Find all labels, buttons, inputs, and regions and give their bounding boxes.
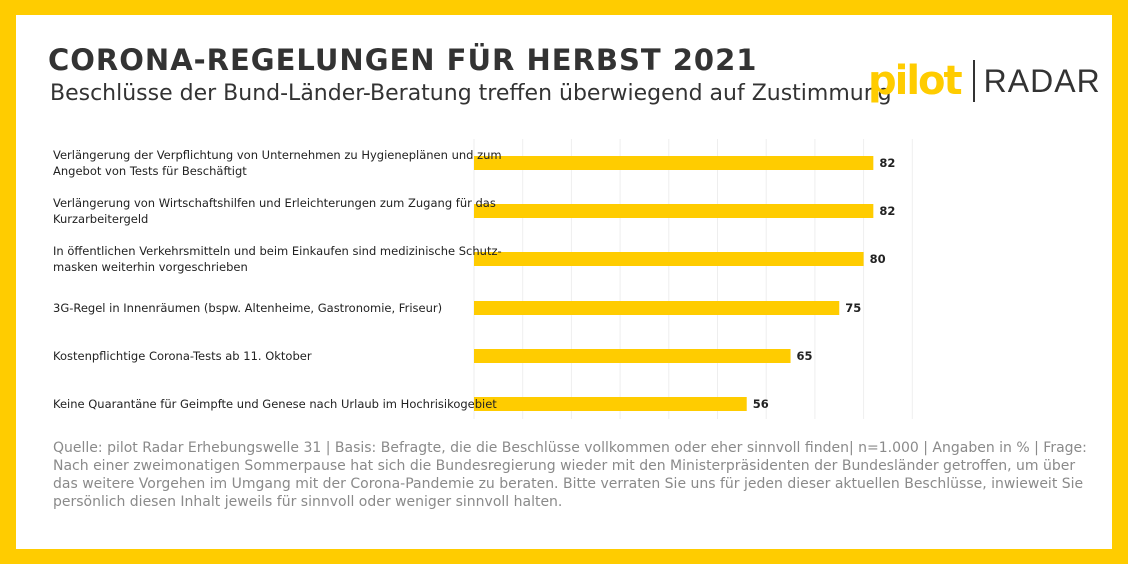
value-label-6: 56 bbox=[753, 397, 769, 411]
value-label-1: 82 bbox=[879, 156, 895, 170]
bar-chart: 82 Verlängerung der Verpflichtung von Unt… bbox=[53, 139, 913, 419]
logo-pilot-text: pilot bbox=[868, 58, 963, 104]
logo-separator bbox=[972, 60, 975, 102]
category-label-5: Kostenpflichtige Corona-Tests ab 11. Okt… bbox=[53, 349, 312, 363]
bar-1 bbox=[474, 156, 874, 170]
source-footnote: Quelle: pilot Radar Erhebungswelle 31 | … bbox=[53, 440, 1087, 510]
pilot-radar-logo: pilot RADAR bbox=[868, 55, 1101, 107]
bar-2 bbox=[474, 204, 874, 218]
value-label-2: 82 bbox=[879, 204, 895, 218]
chart-card: CORONA-REGELUNGEN FÜR HERBST 2021 Beschl… bbox=[16, 15, 1112, 549]
category-label-3: In öffentlichen Verkehrsmitteln und beim… bbox=[53, 244, 502, 274]
chart-title: CORONA-REGELUNGEN FÜR HERBST 2021 bbox=[48, 43, 758, 77]
category-label-1: Verlängerung der Verpflichtung von Unter… bbox=[53, 148, 502, 178]
value-label-5: 65 bbox=[797, 349, 813, 363]
logo-radar-text: RADAR bbox=[983, 63, 1101, 99]
category-label-2: Verlängerung von Wirtschaftshilfen und E… bbox=[53, 196, 496, 226]
value-label-3: 80 bbox=[870, 252, 886, 266]
bar-5 bbox=[474, 349, 791, 363]
bar-4 bbox=[474, 301, 840, 315]
bar-3 bbox=[474, 252, 864, 266]
bar-6 bbox=[474, 397, 747, 411]
value-label-4: 75 bbox=[845, 301, 861, 315]
category-label-6: Keine Quarantäne für Geimpfte und Genese… bbox=[53, 397, 497, 411]
category-label-4: 3G-Regel in Innenräumen (bspw. Altenheim… bbox=[53, 301, 442, 315]
chart-subtitle: Beschlüsse der Bund-Länder-Beratung tref… bbox=[50, 81, 892, 106]
